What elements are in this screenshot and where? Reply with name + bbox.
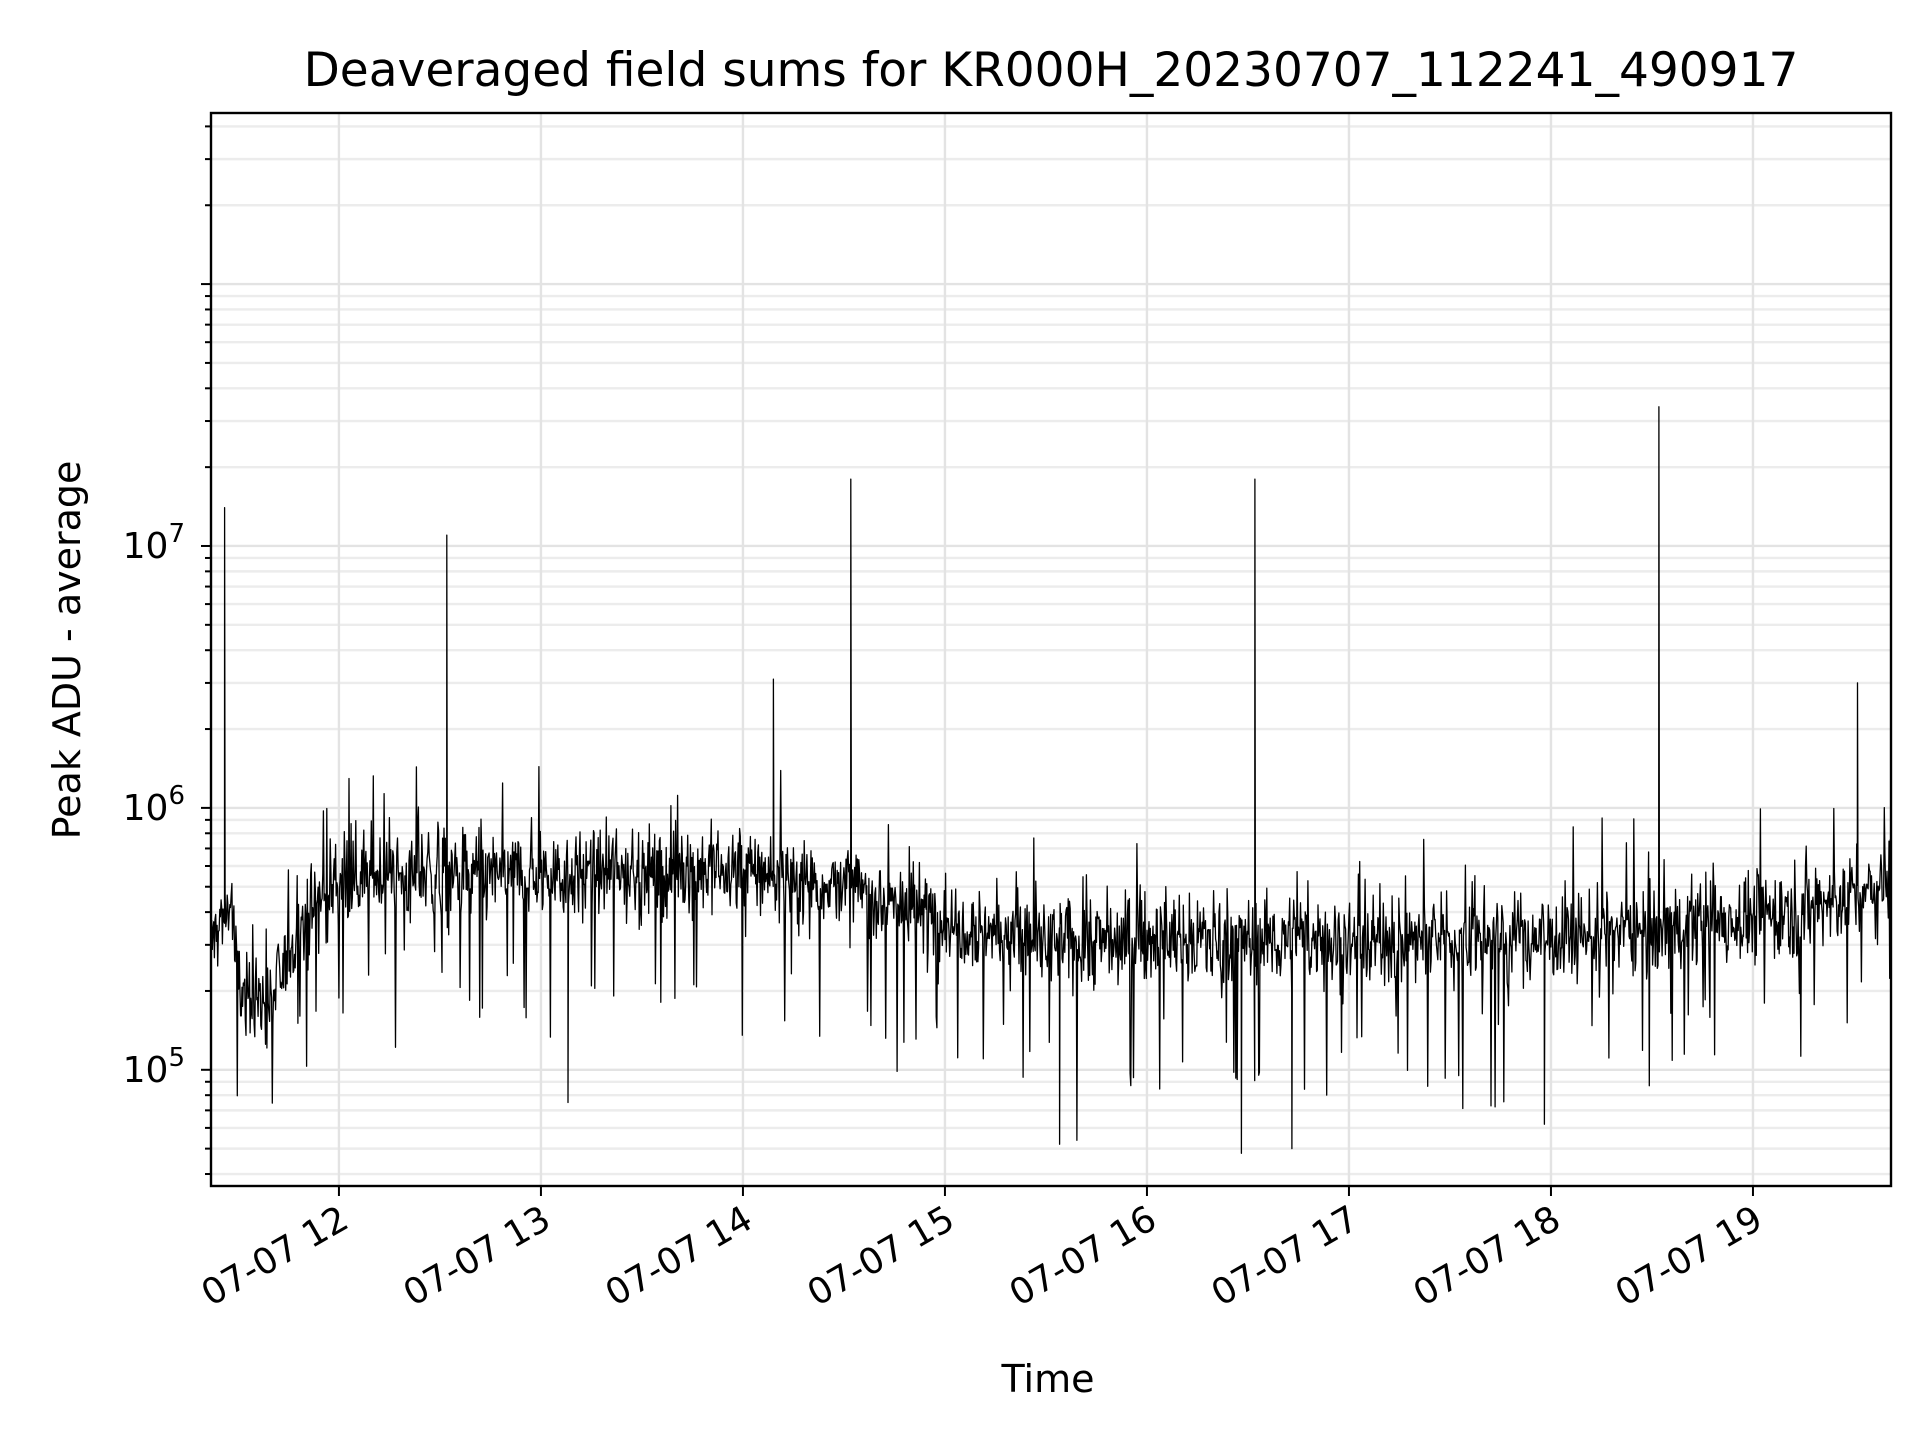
y-tick-exponent: 6 xyxy=(168,781,185,811)
y-tick-label: 105 xyxy=(123,1043,185,1091)
x-tick-label: 07-07 17 xyxy=(1205,1198,1366,1314)
y-tick-label: 107 xyxy=(123,519,185,567)
x-tick-label: 07-07 15 xyxy=(801,1198,962,1314)
x-tick-label: 07-07 19 xyxy=(1609,1198,1770,1314)
grid-layer xyxy=(211,113,1891,1186)
y-tick-label: 106 xyxy=(123,781,185,829)
x-axis-label: Time xyxy=(1001,1357,1095,1401)
y-tick-base: 10 xyxy=(123,788,169,829)
x-tick-label: 07-07 18 xyxy=(1407,1198,1568,1314)
chart-title: Deaveraged field sums for KR000H_2023070… xyxy=(304,43,1799,98)
x-tick-label: 07-07 12 xyxy=(195,1198,356,1314)
series-layer xyxy=(210,406,1891,1154)
y-tick-base: 10 xyxy=(123,1050,169,1091)
x-tick-label: 07-07 14 xyxy=(599,1198,760,1314)
y-tick-exponent: 5 xyxy=(168,1043,185,1073)
x-tick-label: 07-07 16 xyxy=(1003,1198,1164,1314)
x-tick-label: 07-07 13 xyxy=(397,1198,558,1314)
y-axis-label: Peak ADU - average xyxy=(45,461,89,840)
peak-adu-series-line xyxy=(210,406,1891,1154)
y-tick-exponent: 7 xyxy=(168,519,185,549)
y-tick-base: 10 xyxy=(123,526,169,567)
